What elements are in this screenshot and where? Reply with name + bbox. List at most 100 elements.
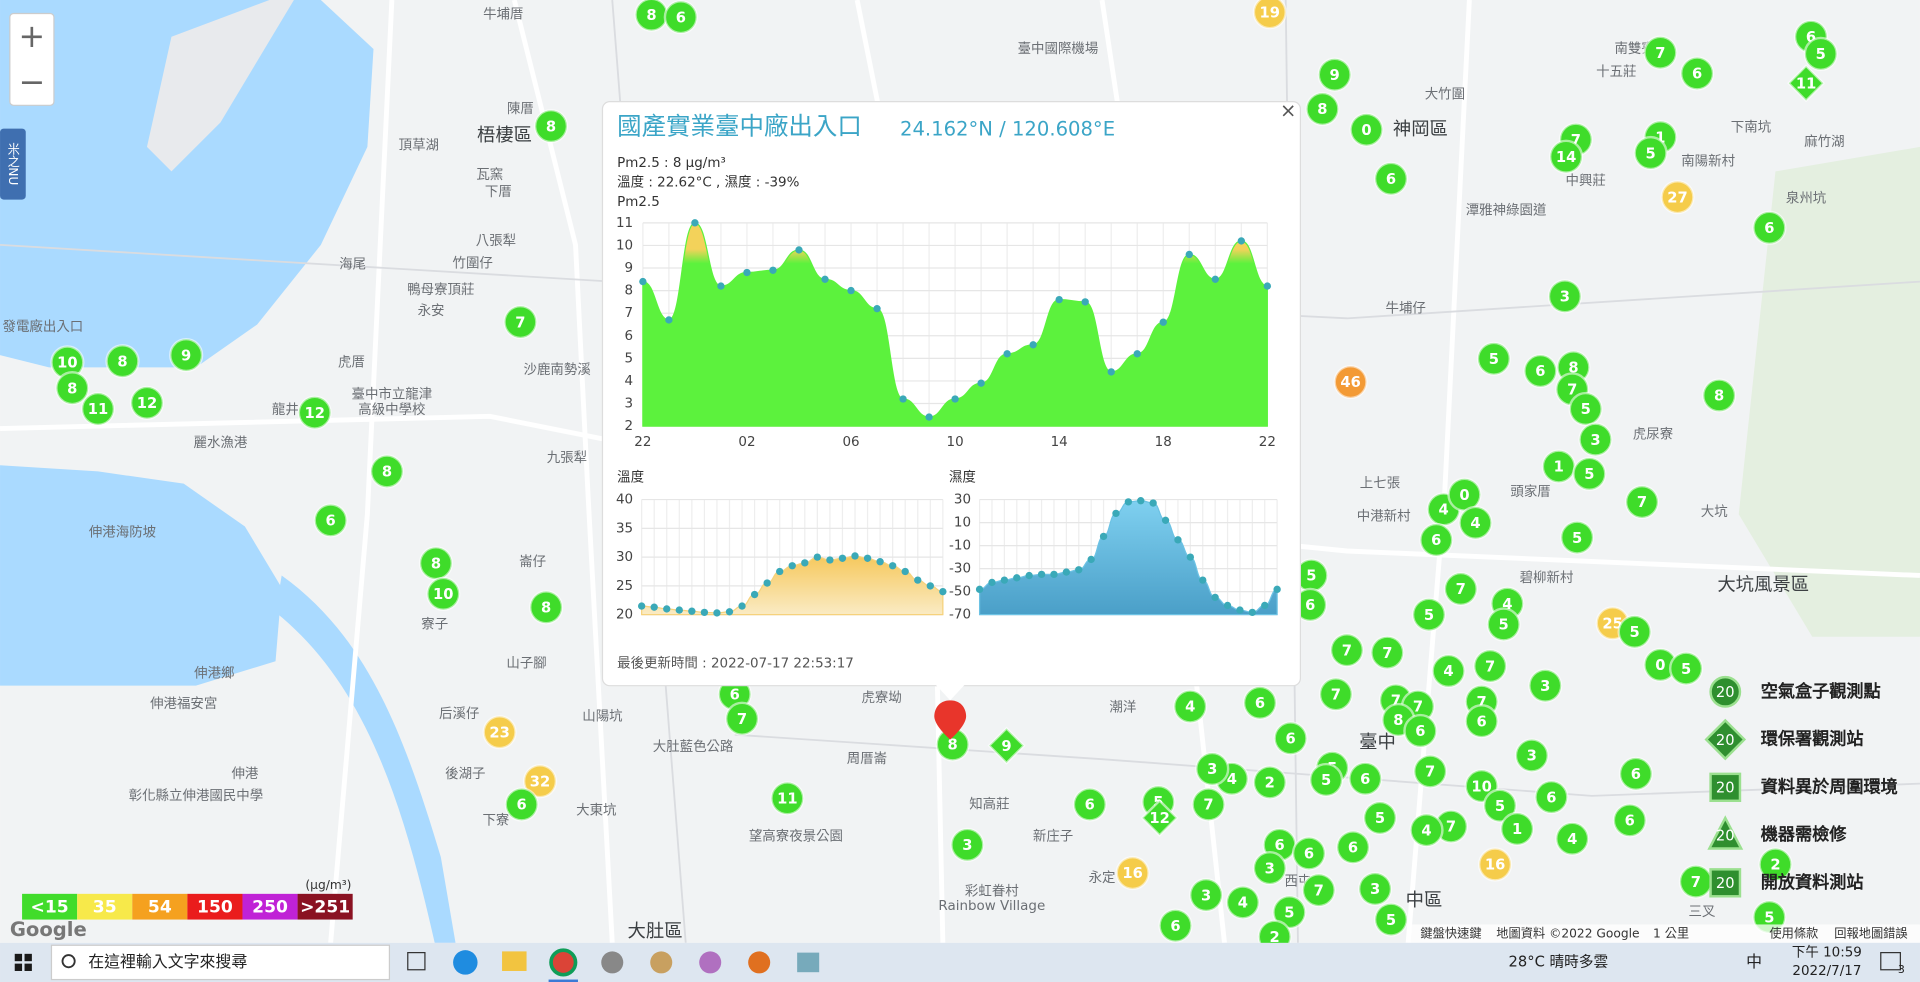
station-marker[interactable]: 12 <box>1140 798 1179 837</box>
station-marker[interactable]: 3 <box>1514 738 1549 773</box>
station-marker[interactable]: 4 <box>1431 653 1466 689</box>
station-marker[interactable]: 5 <box>1272 895 1307 930</box>
station-marker[interactable]: 6 <box>1373 161 1409 196</box>
weather[interactable]: 28°C 晴時多雲 <box>1509 952 1609 970</box>
station-marker[interactable]: 7 <box>1329 633 1365 668</box>
side-tab-label[interactable]: 米之NU <box>6 143 20 186</box>
station-marker[interactable]: 7 <box>1191 787 1226 822</box>
station-marker[interactable]: 3 <box>1578 422 1613 457</box>
station-marker[interactable]: 6 <box>1523 353 1558 389</box>
station-marker[interactable]: 5 <box>1373 902 1409 937</box>
task-view[interactable] <box>407 952 426 971</box>
station-marker[interactable]: 7 <box>1413 754 1448 789</box>
station-marker[interactable]: 16 <box>1115 855 1150 891</box>
search-placeholder[interactable]: 在這裡輸入文字來搜尋 <box>88 952 247 971</box>
station-marker[interactable]: 6 <box>1273 721 1308 756</box>
station-marker[interactable]: 12 <box>297 395 332 430</box>
station-marker[interactable]: 3 <box>950 827 985 863</box>
station-marker[interactable]: 4 <box>1173 689 1208 724</box>
station-marker[interactable]: 5 <box>1559 520 1595 555</box>
station-marker[interactable]: 9 <box>987 726 1026 765</box>
station-marker[interactable]: 0 <box>1447 477 1482 512</box>
station-marker[interactable]: 6 <box>1464 704 1499 739</box>
station-marker[interactable]: 3 <box>1252 850 1287 886</box>
station-marker[interactable]: 1 <box>1541 449 1576 484</box>
popup-close[interactable]: × <box>1280 99 1296 122</box>
edge-icon[interactable] <box>453 950 478 975</box>
station-marker[interactable]: 3 <box>1547 279 1583 314</box>
app-icon[interactable] <box>699 951 722 974</box>
station-marker[interactable]: 6 <box>1679 56 1715 91</box>
station-marker[interactable]: 19 <box>1252 0 1287 30</box>
station-marker[interactable]: 6 <box>1158 908 1193 943</box>
station-marker[interactable]: 8 <box>1702 378 1737 413</box>
app-icon[interactable] <box>748 951 771 974</box>
station-marker[interactable]: 6 <box>1242 685 1278 720</box>
station-marker[interactable]: 7 <box>1643 35 1678 70</box>
station-marker[interactable]: 5 <box>1486 607 1521 642</box>
clock-time[interactable]: 下午 10:59 <box>1792 945 1862 961</box>
station-marker[interactable]: 6 <box>1348 761 1383 796</box>
station-marker[interactable]: 11 <box>1787 64 1826 103</box>
station-marker[interactable]: 0 <box>1349 112 1384 147</box>
station-marker[interactable]: 8 <box>369 454 405 489</box>
station-marker[interactable]: 6 <box>1534 779 1569 815</box>
station-marker[interactable]: 16 <box>1477 847 1513 882</box>
station-marker[interactable]: 3 <box>1195 751 1230 787</box>
station-marker[interactable]: 6 <box>504 787 539 822</box>
station-marker[interactable]: 11 <box>770 781 805 816</box>
chrome-icon[interactable] <box>549 948 578 977</box>
station-marker[interactable]: 4 <box>1555 821 1590 856</box>
station-marker[interactable]: 8 <box>528 590 564 625</box>
station-marker[interactable]: 11 <box>80 391 116 427</box>
station-marker[interactable]: 5 <box>1476 341 1511 376</box>
station-marker[interactable]: 2 <box>1758 847 1793 882</box>
station-marker[interactable]: 3 <box>1357 871 1393 907</box>
app-icon[interactable] <box>797 952 820 973</box>
station-marker[interactable]: 10 <box>426 576 461 611</box>
explorer-icon[interactable] <box>502 951 527 971</box>
station-marker[interactable]: 2 <box>1252 765 1287 800</box>
station-marker[interactable]: 6 <box>1335 830 1371 865</box>
station-marker[interactable]: 5 <box>1362 800 1398 836</box>
station-marker[interactable]: 3 <box>1188 877 1224 913</box>
ime[interactable]: 中 <box>1746 952 1762 971</box>
station-marker[interactable]: 7 <box>1473 648 1508 684</box>
station-marker[interactable]: 5 <box>1572 456 1607 491</box>
station-marker[interactable]: 46 <box>1333 364 1368 400</box>
station-marker[interactable]: 5 <box>1803 36 1838 72</box>
station-marker[interactable]: 6 <box>313 503 348 538</box>
station-marker[interactable]: 0 <box>1643 647 1678 683</box>
station-marker[interactable]: 7 <box>724 701 760 736</box>
station-marker[interactable]: 6 <box>663 0 698 35</box>
station-marker[interactable]: 4 <box>1409 813 1444 848</box>
station-marker[interactable]: 5 <box>1482 788 1518 823</box>
station-marker[interactable]: 5 <box>1668 651 1704 686</box>
side-tab[interactable]: 米之NU <box>0 128 26 200</box>
station-marker[interactable]: 7 <box>1678 864 1714 899</box>
station-marker[interactable]: 7 <box>1443 571 1478 607</box>
station-marker[interactable]: 8 <box>418 546 454 581</box>
app-icon[interactable] <box>601 951 624 974</box>
station-marker[interactable]: 9 <box>169 337 204 373</box>
station-marker[interactable]: 6 <box>1618 756 1654 791</box>
station-marker[interactable]: 6 <box>1419 522 1454 558</box>
station-marker[interactable]: 7 <box>1370 635 1405 670</box>
station-marker[interactable]: 6 <box>1403 713 1438 749</box>
station-marker[interactable]: 14 <box>1548 139 1584 174</box>
start-button[interactable] <box>14 953 32 971</box>
station-marker[interactable]: 8 <box>533 108 569 144</box>
station-marker[interactable]: 9 <box>1317 57 1352 92</box>
station-marker[interactable]: 6 <box>1072 787 1107 822</box>
station-marker[interactable]: 7 <box>1318 677 1354 712</box>
station-marker[interactable]: 5 <box>1568 391 1603 427</box>
station-marker[interactable]: 3 <box>1528 668 1563 703</box>
station-marker[interactable]: 5 <box>1411 597 1447 632</box>
station-marker[interactable]: 12 <box>129 385 165 420</box>
station-marker[interactable]: 4 <box>1458 505 1493 540</box>
station-marker[interactable]: 7 <box>1301 873 1336 908</box>
station-marker[interactable]: 8 <box>634 0 669 32</box>
selected-pin[interactable] <box>934 700 967 740</box>
notification-icon[interactable] <box>1880 952 1901 971</box>
clock-date[interactable]: 2022/7/17 <box>1792 964 1861 979</box>
